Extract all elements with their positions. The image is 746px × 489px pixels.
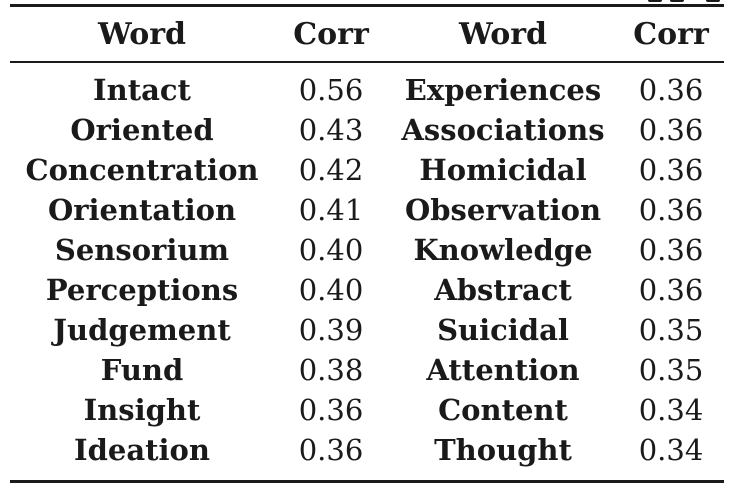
table-row: Perceptions 0.40 Abstract 0.36 [10, 270, 724, 310]
header-word-right: Word [458, 17, 548, 52]
corr-cell: 0.40 [298, 233, 364, 267]
corr-cell: 0.40 [298, 273, 364, 307]
word-cell: Knowledge [413, 233, 593, 267]
corr-cell: 0.34 [638, 433, 704, 467]
corr-cell: 0.38 [298, 353, 364, 387]
word-cell: Attention [426, 353, 580, 387]
table-row: Fund 0.38 Attention 0.35 [10, 350, 724, 390]
corr-cell: 0.35 [638, 353, 704, 387]
corr-cell: 0.34 [638, 393, 704, 427]
word-cell: Content [438, 393, 568, 427]
word-cell: Observation [404, 193, 602, 227]
table-bottom-rule [10, 480, 724, 483]
table-row: Judgement 0.39 Suicidal 0.35 [10, 310, 724, 350]
corr-cell: 0.56 [298, 73, 364, 107]
corr-cell: 0.41 [298, 193, 364, 227]
table-top-rule [10, 4, 724, 7]
table-row: Sensorium 0.40 Knowledge 0.36 [10, 230, 724, 270]
word-cell: Judgement [53, 313, 231, 347]
word-cell: Fund [100, 353, 184, 387]
table-header-rule [10, 61, 724, 63]
corr-cell: 0.36 [638, 233, 704, 267]
corr-cell: 0.43 [298, 113, 364, 147]
corr-cell: 0.36 [638, 153, 704, 187]
corr-cell: 0.36 [638, 113, 704, 147]
word-cell: Orientation [47, 193, 237, 227]
corr-cell: 0.39 [298, 313, 364, 347]
corr-cell: 0.36 [298, 393, 364, 427]
word-cell: Abstract [434, 273, 572, 307]
word-cell: Intact [93, 73, 191, 107]
header-corr-right: Corr [633, 17, 709, 52]
table-row: Ideation 0.36 Thought 0.34 [10, 430, 724, 470]
word-cell: Experiences [404, 73, 602, 107]
corr-cell: 0.36 [638, 73, 704, 107]
table-row: Concentration 0.42 Homicidal 0.36 [10, 150, 724, 190]
word-cell: Homicidal [419, 153, 587, 187]
corr-cell: 0.42 [298, 153, 364, 187]
word-cell: Thought [434, 433, 572, 467]
word-cell: Perceptions [45, 273, 239, 307]
word-cell: Insight [83, 393, 201, 427]
table-row: Oriented 0.43 Associations 0.36 [10, 110, 724, 150]
word-cell: Associations [401, 113, 605, 147]
corr-cell: 0.36 [638, 193, 704, 227]
header-word-left: Word [97, 17, 187, 52]
corr-cell: 0.36 [638, 273, 704, 307]
table-body: Intact 0.56 Experiences 0.36 Oriented 0.… [10, 70, 724, 470]
word-cell: Ideation [74, 433, 210, 467]
header-corr-left: Corr [293, 17, 369, 52]
table-header-row: Word Corr Word Corr [10, 12, 724, 58]
table-row: Intact 0.56 Experiences 0.36 [10, 70, 724, 110]
table-row: Insight 0.36 Content 0.34 [10, 390, 724, 430]
word-cell: Sensorium [54, 233, 230, 267]
clipped-text-fragment [614, 0, 724, 2]
word-cell: Concentration [25, 153, 259, 187]
corr-cell: 0.36 [298, 433, 364, 467]
table-row: Orientation 0.41 Observation 0.36 [10, 190, 724, 230]
word-cell: Suicidal [437, 313, 569, 347]
word-cell: Oriented [70, 113, 214, 147]
corr-cell: 0.35 [638, 313, 704, 347]
word-correlation-table: Word Corr Word Corr Intact 0.56 Experien… [10, 0, 724, 489]
